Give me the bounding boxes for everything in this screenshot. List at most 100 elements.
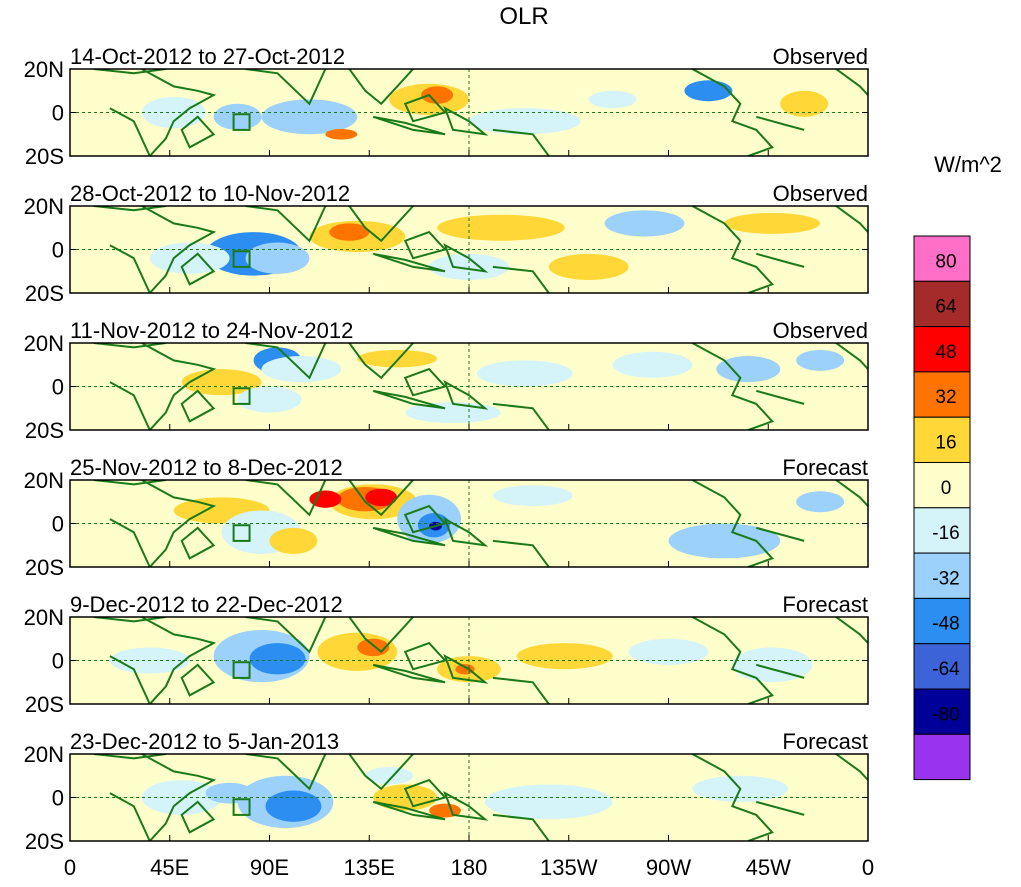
anomaly-contour [437, 214, 565, 241]
anomaly-contour [492, 485, 573, 507]
lat-label: 20S [25, 692, 64, 717]
coastline [835, 480, 868, 507]
coastline [443, 106, 489, 136]
colorbar-swatch [913, 688, 971, 735]
colorbar-label: 64 [935, 297, 957, 318]
coastline [93, 480, 166, 486]
coastline [492, 128, 550, 156]
anomaly-contour [516, 643, 613, 670]
anomaly-contour [604, 210, 685, 237]
colorbar-swatch [913, 643, 971, 690]
map-panel: 20N 0 20S 9-Dec-2012 to 22-Dec-2012 Forecast [24, 592, 869, 717]
anomaly-contour [469, 108, 581, 135]
lat-label: 0 [52, 512, 64, 537]
lat-label: 0 [52, 375, 64, 400]
map-panel: 20N 0 20S 14-Oct-2012 to 27-Oct-2012 Observe… [24, 44, 869, 169]
coastline [109, 244, 151, 293]
map-panel: 20N 0 20S 23-Dec-2012 to 5-Jan-2013 Forecast [24, 729, 869, 854]
coastline [691, 206, 774, 293]
coastline [443, 516, 489, 547]
coastline [372, 115, 446, 136]
colorbar-swatch [913, 597, 971, 645]
coastline [180, 800, 216, 834]
coastline [93, 617, 166, 623]
anomaly-contour [265, 790, 322, 822]
colorbar-label: 16 [935, 433, 956, 454]
anomaly-contour [237, 386, 302, 413]
anomaly-contour [455, 663, 475, 675]
anomaly-contour [309, 490, 342, 508]
lon-label: 0 [64, 855, 76, 880]
index-box [232, 113, 251, 131]
coastline [372, 389, 446, 410]
lat-label: 20N [24, 194, 64, 219]
anomaly-contour [213, 103, 262, 130]
coastline [109, 107, 151, 156]
index-box [232, 250, 251, 268]
lat-label: 20S [25, 418, 64, 443]
coastline [109, 381, 151, 430]
anomaly-contour [668, 523, 781, 559]
lat-label: 0 [52, 649, 64, 674]
coastline [245, 480, 327, 517]
lat-label: 0 [52, 786, 64, 811]
colorbar-label: 80 [935, 251, 956, 272]
panel-period: 25-Nov-2012 to 8-Dec-2012 [70, 455, 343, 480]
colorbar-label: -64 [932, 659, 960, 680]
anomaly-contour [716, 356, 781, 383]
coastline [93, 754, 166, 760]
coastline [348, 69, 414, 106]
coastline [492, 813, 550, 841]
coastline [403, 93, 447, 123]
anomaly-contour [149, 242, 230, 274]
coastline [691, 69, 774, 156]
coastline [835, 206, 868, 233]
coastline [141, 617, 217, 704]
coastline [372, 663, 446, 684]
coastline [756, 389, 805, 405]
coastline [93, 343, 166, 349]
anomaly-contour [724, 212, 821, 234]
lat-label: 20N [24, 57, 64, 82]
coastline [691, 617, 774, 704]
coastline [245, 343, 327, 380]
coastline [141, 343, 217, 430]
colorbar-swatch [913, 235, 971, 282]
coastline [835, 69, 868, 96]
coastline [245, 617, 327, 654]
panel-period: 11-Nov-2012 to 24-Nov-2012 [70, 318, 353, 343]
panels: 20N 0 20S 14-Oct-2012 to 27-Oct-2012 Observe… [24, 44, 869, 854]
panel-period: 9-Dec-2012 to 22-Dec-2012 [70, 592, 343, 617]
coastline [180, 115, 216, 149]
map-panel: 20N 0 20S 25-Nov-2012 to 8-Dec-2012 Forecast [24, 455, 869, 580]
lon-label: 180 [451, 855, 488, 880]
panel-kind: Forecast [782, 455, 868, 480]
colorbar: 80 64 48 32 16 0 -16 -32 -48 -64 -80 [913, 235, 971, 781]
map-panel: 20N 0 20S 28-Oct-2012 to 10-Nov-2012 Observe… [24, 181, 869, 306]
coastline [403, 230, 447, 260]
olr-anomaly-field [93, 754, 868, 841]
anomaly-contour [329, 223, 370, 241]
anomaly-contour [365, 488, 398, 507]
coastline [756, 526, 805, 542]
coastline [756, 115, 805, 131]
coastline [348, 206, 414, 243]
panel-period: 28-Oct-2012 to 10-Nov-2012 [70, 181, 350, 206]
anomaly-contour [548, 253, 629, 280]
panel-period: 23-Dec-2012 to 5-Jan-2013 [70, 729, 339, 754]
coastline [492, 539, 550, 567]
index-box [232, 661, 251, 679]
lat-label: 0 [52, 101, 64, 126]
lat-label: 0 [52, 238, 64, 263]
lat-label: 20N [24, 605, 64, 630]
index-box [232, 798, 251, 816]
coastline [691, 480, 774, 567]
coastline [245, 754, 327, 791]
coastline [180, 663, 216, 697]
colorbar-swatch [913, 733, 971, 781]
anomaly-contour [484, 784, 613, 820]
longitude-axis: 0 45E 90E 135E 180 135W 90W 45W 0 [64, 150, 874, 880]
coastline [245, 69, 327, 106]
anomaly-contour [269, 527, 318, 554]
